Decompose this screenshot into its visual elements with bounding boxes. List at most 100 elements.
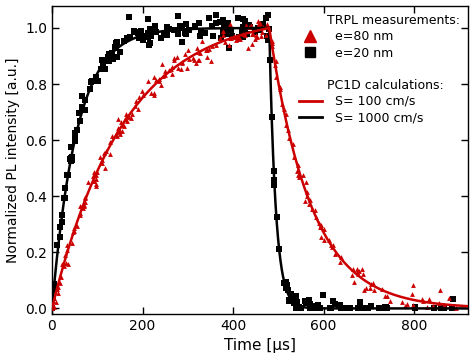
Point: [230, 34, 237, 40]
Point: [193, 46, 201, 51]
Point: [234, 33, 242, 39]
Point: [92, 74, 100, 80]
Point: [60, 195, 67, 201]
Point: [276, 84, 283, 90]
Point: [291, 300, 298, 306]
Point: [383, 293, 391, 299]
Point: [131, 29, 138, 35]
Point: [355, 306, 362, 311]
Point: [263, 22, 271, 27]
Point: [301, 298, 309, 303]
Point: [258, 33, 265, 39]
Point: [182, 21, 190, 27]
Point: [152, 23, 159, 28]
Point: [122, 111, 130, 116]
Point: [224, 20, 232, 26]
Point: [295, 163, 302, 168]
Point: [302, 179, 310, 185]
Point: [67, 144, 75, 150]
Point: [254, 18, 262, 23]
Point: [61, 252, 69, 258]
Point: [61, 185, 69, 191]
Point: [144, 34, 152, 40]
Point: [253, 34, 261, 40]
Point: [96, 154, 103, 160]
Point: [379, 306, 387, 311]
Point: [115, 126, 123, 132]
Point: [266, 57, 274, 63]
Point: [50, 287, 58, 293]
Point: [284, 127, 292, 133]
Point: [94, 78, 102, 84]
Point: [139, 93, 146, 98]
Point: [242, 25, 249, 31]
Point: [53, 286, 61, 292]
Point: [398, 299, 405, 305]
Point: [448, 306, 456, 311]
Point: [116, 129, 123, 135]
Point: [295, 174, 302, 180]
Point: [326, 306, 334, 311]
Point: [63, 172, 71, 178]
Point: [155, 78, 163, 84]
Point: [259, 24, 266, 29]
Point: [160, 33, 168, 38]
Point: [305, 297, 312, 303]
Point: [134, 106, 141, 112]
Point: [92, 177, 100, 182]
Point: [68, 240, 75, 246]
Point: [52, 299, 60, 305]
Point: [232, 34, 239, 40]
Point: [257, 24, 265, 30]
Point: [178, 39, 186, 45]
Point: [92, 78, 100, 84]
Point: [287, 291, 294, 297]
Point: [67, 155, 75, 161]
Point: [120, 38, 128, 43]
Point: [201, 30, 209, 36]
Point: [61, 195, 69, 201]
Point: [360, 287, 367, 293]
Point: [55, 279, 63, 285]
Point: [109, 56, 117, 62]
Point: [217, 36, 224, 41]
Point: [178, 59, 186, 65]
Point: [225, 45, 233, 51]
Point: [55, 284, 62, 290]
Point: [112, 40, 120, 46]
Point: [163, 24, 171, 29]
Point: [436, 300, 443, 306]
Point: [367, 303, 374, 309]
Point: [268, 40, 276, 46]
Point: [226, 42, 233, 48]
Point: [177, 66, 185, 71]
Point: [179, 25, 186, 31]
Point: [73, 223, 81, 229]
Point: [264, 12, 272, 18]
Point: [270, 168, 277, 174]
Point: [317, 225, 325, 230]
Point: [265, 27, 273, 32]
Point: [408, 291, 416, 297]
Point: [239, 34, 247, 40]
Point: [278, 101, 286, 107]
Point: [320, 238, 328, 243]
Point: [292, 294, 300, 299]
Point: [293, 168, 301, 173]
Point: [157, 82, 165, 88]
Point: [367, 281, 374, 287]
Point: [346, 305, 354, 311]
Point: [131, 28, 138, 34]
Point: [271, 182, 278, 188]
Point: [144, 79, 152, 84]
Point: [328, 306, 335, 311]
Point: [226, 36, 234, 41]
Point: [146, 26, 154, 32]
Point: [276, 86, 284, 92]
Point: [100, 150, 108, 155]
Point: [306, 201, 313, 207]
Point: [152, 29, 159, 35]
Point: [73, 127, 81, 133]
Point: [87, 86, 94, 92]
Point: [217, 19, 224, 25]
